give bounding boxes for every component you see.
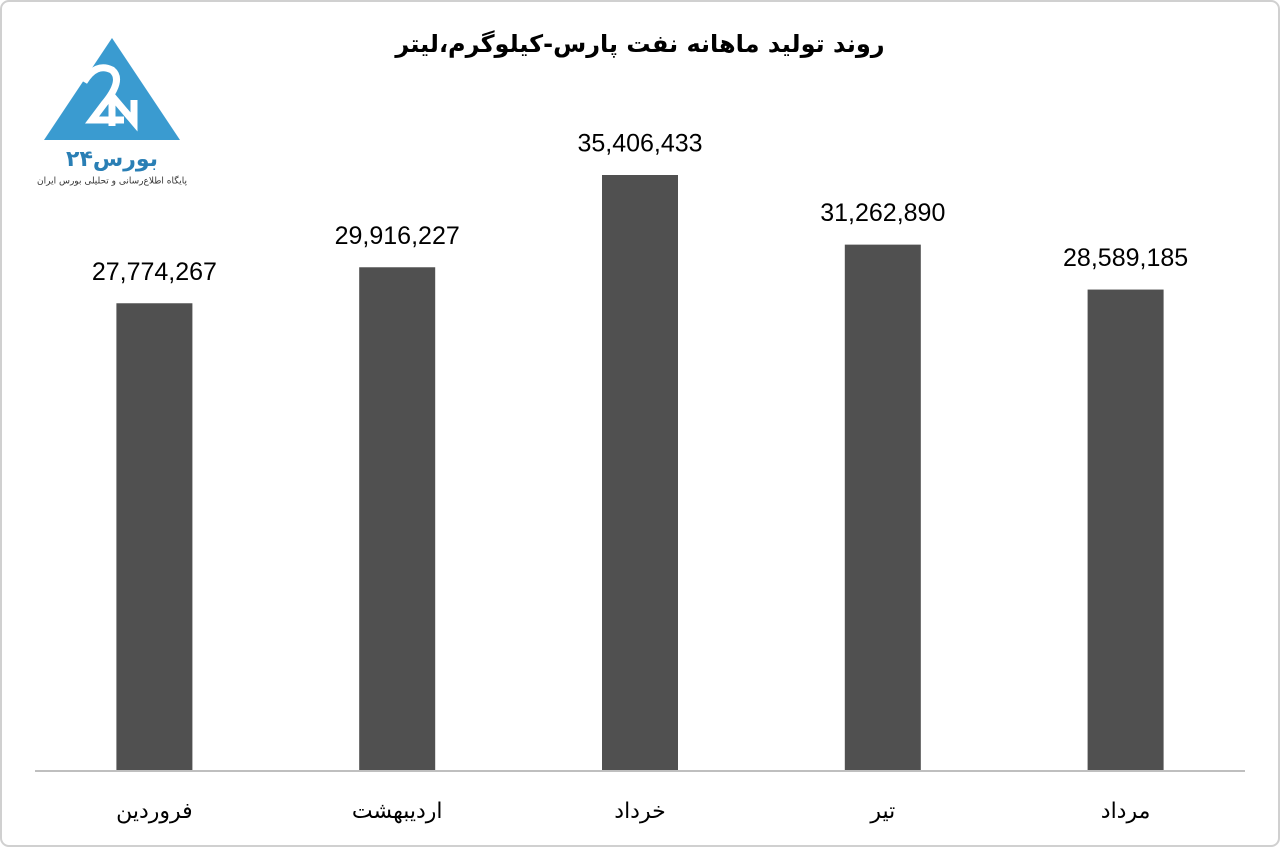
bar: [359, 267, 436, 770]
x-tick-label: اردیبهشت: [352, 799, 443, 824]
logo-figure: [80, 64, 138, 132]
value-label: 28,589,185: [1063, 244, 1188, 272]
value-label: 35,406,433: [577, 130, 702, 158]
value-label: 31,262,890: [820, 199, 945, 227]
logo: بورس۲۴ پایگاه اطلاع‌رسانی و تحلیلی بورس …: [37, 38, 187, 187]
value-label: 29,916,227: [335, 222, 460, 250]
x-tick-label: مرداد: [1101, 799, 1151, 824]
bar: [602, 175, 678, 770]
bar: [1087, 289, 1164, 770]
x-tick-label: خرداد: [614, 799, 665, 824]
value-label: 27,774,267: [92, 258, 217, 286]
logo-name: بورس۲۴: [66, 147, 158, 172]
x-tick-label: تیر: [869, 799, 895, 824]
x-tick-label: فروردین: [116, 799, 193, 824]
bar: [116, 303, 193, 770]
logo-tagline: پایگاه اطلاع‌رسانی و تحلیلی بورس ایران: [37, 175, 187, 187]
bar: [844, 244, 921, 770]
chart-title: روند تولید ماهانه نفت پارس-کیلوگرم،لیتر: [394, 30, 884, 58]
